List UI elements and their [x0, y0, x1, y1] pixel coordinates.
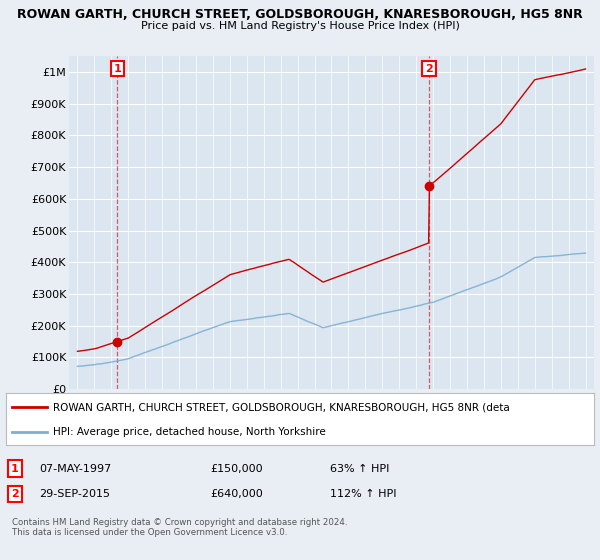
Text: £150,000: £150,000	[210, 464, 263, 474]
Text: 63% ↑ HPI: 63% ↑ HPI	[330, 464, 389, 474]
Text: Price paid vs. HM Land Registry's House Price Index (HPI): Price paid vs. HM Land Registry's House …	[140, 21, 460, 31]
Text: HPI: Average price, detached house, North Yorkshire: HPI: Average price, detached house, Nort…	[53, 427, 326, 437]
Text: ROWAN GARTH, CHURCH STREET, GOLDSBOROUGH, KNARESBOROUGH, HG5 8NR (deta: ROWAN GARTH, CHURCH STREET, GOLDSBOROUGH…	[53, 402, 510, 412]
Text: Contains HM Land Registry data © Crown copyright and database right 2024.
This d: Contains HM Land Registry data © Crown c…	[12, 518, 347, 538]
Text: 2: 2	[11, 489, 19, 499]
Text: £640,000: £640,000	[210, 489, 263, 499]
Text: 07-MAY-1997: 07-MAY-1997	[39, 464, 111, 474]
Text: ROWAN GARTH, CHURCH STREET, GOLDSBOROUGH, KNARESBOROUGH, HG5 8NR: ROWAN GARTH, CHURCH STREET, GOLDSBOROUGH…	[17, 8, 583, 21]
Text: 112% ↑ HPI: 112% ↑ HPI	[330, 489, 397, 499]
Text: 1: 1	[11, 464, 19, 474]
Text: 1: 1	[113, 64, 121, 74]
Text: 2: 2	[425, 64, 433, 74]
Text: 29-SEP-2015: 29-SEP-2015	[39, 489, 110, 499]
